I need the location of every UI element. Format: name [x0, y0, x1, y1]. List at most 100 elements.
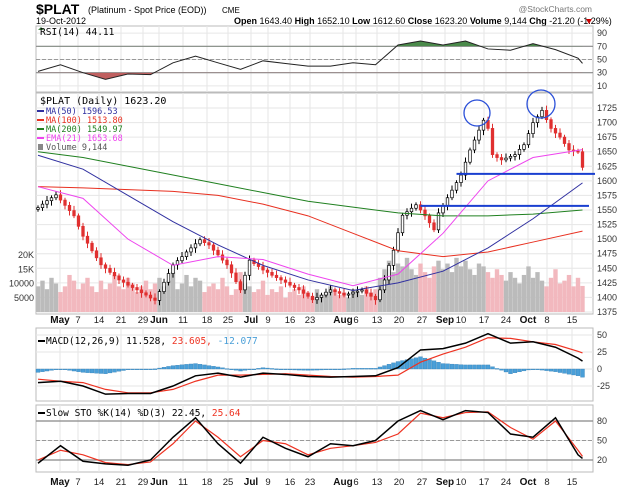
ohlc-body — [162, 281, 166, 292]
macd-histogram-bar — [62, 368, 68, 370]
volume-bar — [215, 289, 221, 312]
volume-bar — [80, 283, 86, 312]
date-axis-top-label: May — [50, 315, 70, 326]
volume-bar — [368, 292, 374, 312]
ohlc-body — [148, 294, 153, 299]
ohlc-body — [216, 249, 220, 256]
volume-bar — [553, 269, 558, 312]
date-axis-top-label: 23 — [305, 315, 316, 326]
volume-bar — [422, 272, 428, 312]
ohlc-body — [535, 116, 540, 123]
volume-bar — [436, 260, 441, 312]
volume-bar — [85, 277, 90, 312]
volume-bar — [233, 289, 239, 312]
ohlc-body — [369, 292, 373, 297]
ohlc-body — [265, 269, 270, 273]
date-axis-top-label: 20 — [394, 315, 405, 326]
date-axis-top-label: 16 — [285, 315, 296, 326]
volume-bar — [319, 294, 324, 312]
macd-histogram-bar — [503, 368, 509, 373]
macd-histogram-bar — [44, 368, 50, 372]
volume-bar — [247, 286, 252, 312]
volume-bar — [521, 274, 527, 312]
ohlc-body — [333, 289, 337, 292]
date-axis-bottom-label: 27 — [417, 477, 428, 488]
ohlc-body — [423, 209, 427, 217]
macd-histogram-bar — [107, 368, 113, 374]
rsi-tick: 90 — [597, 28, 607, 38]
date-axis-bottom-label: Aug — [333, 477, 352, 488]
date-axis-top-label: 8 — [544, 315, 549, 326]
ohlc-body — [76, 215, 81, 227]
macd-histogram-bar — [224, 368, 230, 370]
volume-bar — [103, 289, 108, 312]
macd-histogram-bar — [71, 368, 77, 372]
macd-histogram-bar — [314, 368, 320, 371]
ohlc-body — [310, 295, 315, 301]
ohlc-body — [490, 128, 495, 155]
ohlc-body — [373, 295, 378, 301]
ohlc-body — [297, 287, 301, 291]
date-axis-bottom-label: 29 — [138, 477, 149, 488]
volume-bar — [305, 292, 311, 312]
ohlc-body — [58, 194, 63, 201]
ohlc-body — [49, 197, 54, 202]
ohlc-body — [450, 189, 454, 199]
ohlc-body — [184, 251, 189, 257]
macd-histogram-bar — [265, 367, 270, 370]
volume-bar — [526, 266, 531, 312]
price-tick: 1375 — [597, 307, 617, 317]
rsi-icon — [38, 27, 44, 30]
macd-histogram-bar — [278, 368, 284, 370]
date-axis-top-label: 24 — [501, 315, 512, 326]
macd-histogram-bar — [328, 368, 333, 370]
macd-histogram-bar — [566, 368, 572, 375]
volume-bar — [535, 272, 540, 312]
date-axis-top-label: 17 — [479, 315, 490, 326]
volume-bar — [116, 286, 122, 312]
date-axis-bottom-label: Jun — [150, 477, 168, 488]
volume-bar — [544, 286, 549, 312]
macd-histogram-bar — [467, 364, 473, 370]
ohlc-body — [153, 297, 157, 301]
volume-bar — [193, 277, 198, 312]
macd-histogram-bar — [373, 368, 378, 370]
symbol-name: (Platinum - Spot Price (EOD)) — [88, 5, 207, 15]
date-axis-bottom-label: 11 — [178, 477, 188, 488]
macd-histogram-bar — [562, 368, 567, 374]
ohlc-body — [292, 284, 297, 288]
ohlc-body — [139, 289, 144, 294]
volume-bar — [364, 286, 369, 312]
ohlc-body — [463, 161, 468, 176]
date-axis-top-label: Sep — [436, 315, 454, 326]
ohlc-body — [504, 157, 508, 161]
ohlc-body — [40, 203, 45, 209]
date-axis-bottom-label: 24 — [501, 477, 512, 488]
volume-bar — [517, 283, 522, 312]
ohlc-body — [283, 279, 288, 283]
date-axis-bottom-label: Oct — [520, 477, 537, 488]
ohlc-body — [198, 239, 202, 245]
macd-histogram-bar — [305, 368, 311, 371]
symbol: $PLAT — [36, 1, 80, 17]
macd-histogram-bar — [377, 366, 383, 370]
volume-bar — [53, 283, 59, 312]
macd-histogram-bar — [449, 363, 455, 370]
ohlc-body — [360, 289, 364, 292]
macd-histogram-bar — [188, 363, 194, 370]
volume-bar — [94, 292, 99, 312]
macd-histogram-bar — [238, 368, 243, 372]
ohlc-body — [229, 264, 234, 274]
macd-histogram-bar — [476, 364, 482, 370]
date-axis-top-label: Jun — [150, 315, 168, 326]
volume-bar — [449, 272, 455, 312]
volume-bar — [337, 294, 342, 312]
volume-bar — [130, 283, 135, 312]
price-tick: 1550 — [597, 205, 617, 215]
volume-bar — [490, 277, 495, 312]
volume-bar — [256, 289, 261, 312]
price-tick: 1600 — [597, 176, 617, 186]
price-tick: 1650 — [597, 147, 617, 157]
ohlc-body — [396, 232, 400, 251]
